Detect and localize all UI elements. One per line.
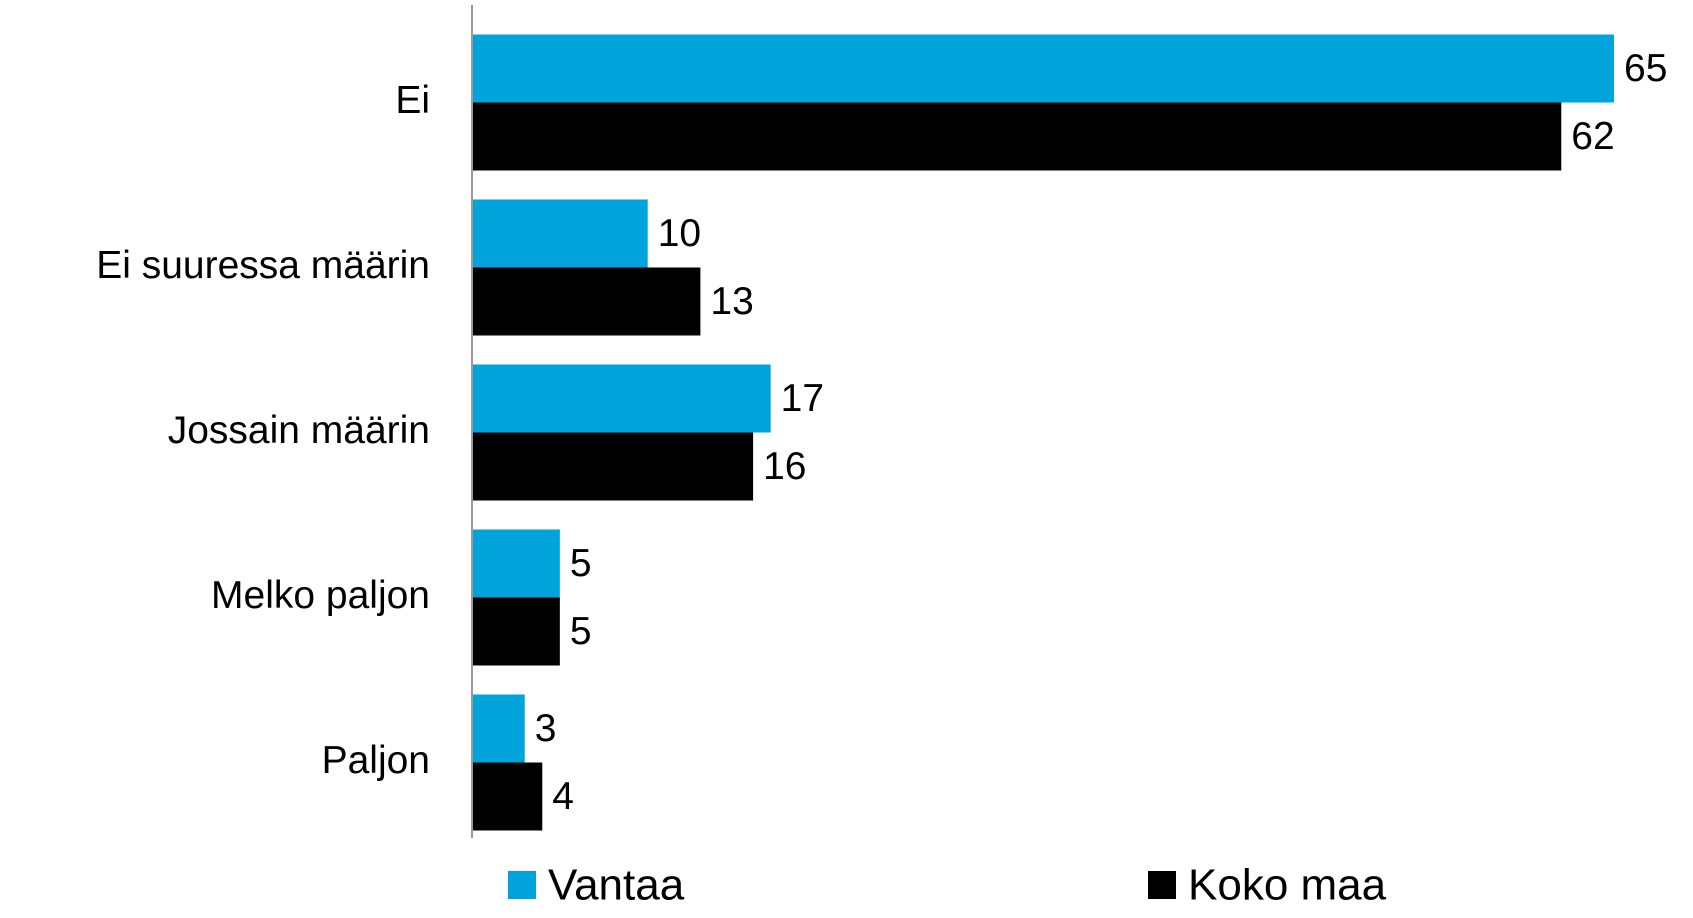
value-label: 65	[1624, 47, 1667, 90]
category-label: Jossain määrin	[168, 409, 430, 452]
legend-label: Vantaa	[548, 861, 685, 910]
bar	[472, 529, 560, 598]
legend-swatch	[508, 871, 536, 899]
bar	[472, 199, 648, 268]
value-label: 5	[570, 542, 592, 585]
value-label: 62	[1571, 115, 1614, 158]
category-label: Ei	[395, 79, 430, 122]
value-label: 16	[763, 445, 806, 488]
value-label: 17	[781, 377, 824, 420]
bar	[472, 762, 543, 831]
category-label: Paljon	[322, 739, 430, 782]
value-label: 13	[710, 280, 753, 323]
value-label: 5	[570, 610, 592, 653]
value-label: 10	[658, 212, 701, 255]
bar	[472, 267, 701, 336]
value-label: 3	[535, 707, 557, 750]
legend-label: Koko maa	[1188, 861, 1387, 910]
category-label: Melko paljon	[211, 574, 430, 617]
bar	[472, 34, 1614, 103]
bar	[472, 364, 771, 433]
bar	[472, 694, 525, 763]
bar	[472, 432, 754, 501]
category-label: Ei suuressa määrin	[96, 244, 430, 287]
bar	[472, 102, 1562, 171]
value-label: 4	[552, 775, 574, 818]
bar	[472, 597, 560, 666]
legend-swatch	[1148, 871, 1176, 899]
